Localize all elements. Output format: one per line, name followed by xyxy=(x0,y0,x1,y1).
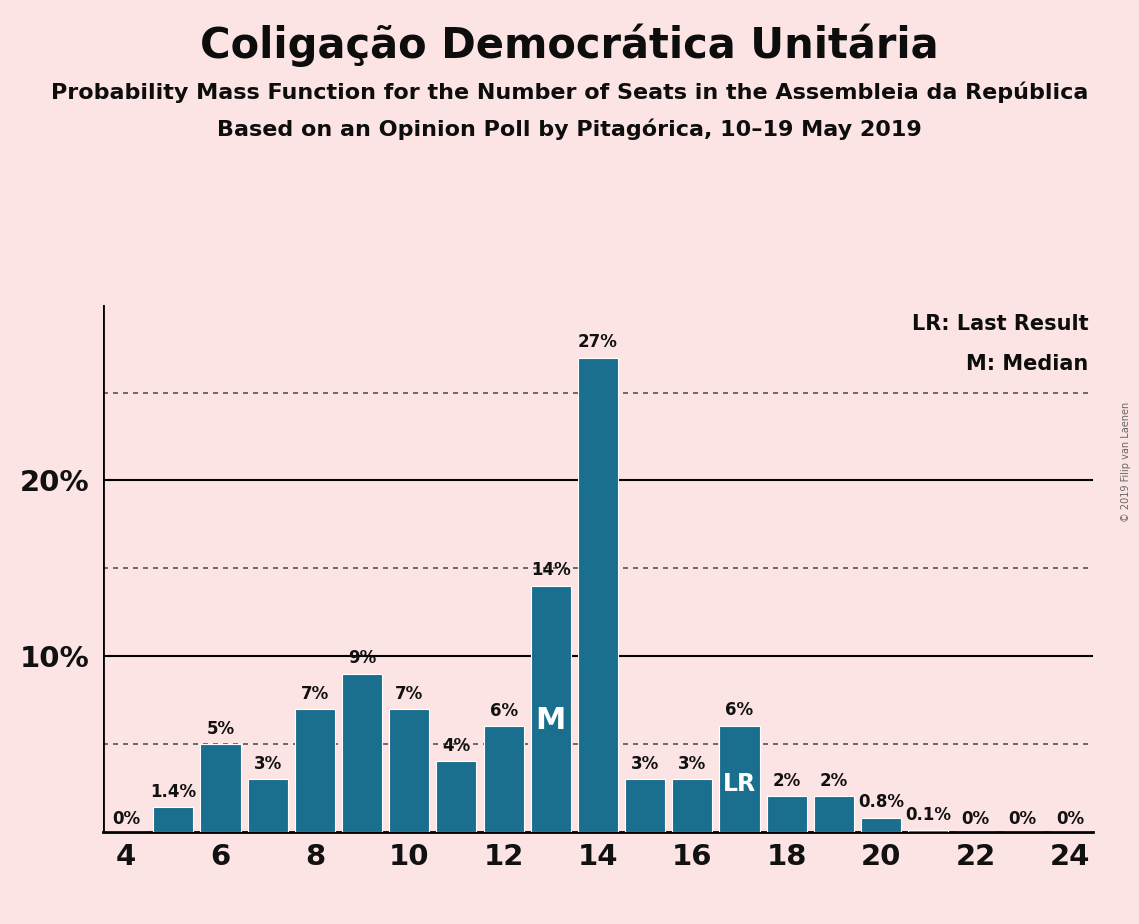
Text: 0%: 0% xyxy=(961,810,990,828)
Text: LR: Last Result: LR: Last Result xyxy=(912,314,1089,334)
Text: 1.4%: 1.4% xyxy=(150,783,196,801)
Text: 0%: 0% xyxy=(112,810,140,828)
Text: 6%: 6% xyxy=(726,701,754,719)
Text: Coligação Democrática Unitária: Coligação Democrática Unitária xyxy=(200,23,939,67)
Bar xyxy=(814,796,854,832)
Text: 14%: 14% xyxy=(531,561,571,578)
Text: LR: LR xyxy=(723,772,756,796)
Text: 2%: 2% xyxy=(772,772,801,790)
Text: 3%: 3% xyxy=(678,755,706,772)
Text: 6%: 6% xyxy=(490,702,517,720)
Text: 4%: 4% xyxy=(442,737,470,755)
Bar xyxy=(861,818,901,832)
Bar xyxy=(672,779,712,832)
Bar xyxy=(908,830,949,832)
Bar xyxy=(484,726,524,832)
Text: 9%: 9% xyxy=(347,650,376,667)
Text: 7%: 7% xyxy=(395,685,424,702)
Text: M: Median: M: Median xyxy=(967,354,1089,374)
Text: 2%: 2% xyxy=(820,772,849,790)
Text: 0.1%: 0.1% xyxy=(906,806,951,823)
Text: 3%: 3% xyxy=(254,755,281,772)
Text: © 2019 Filip van Laenen: © 2019 Filip van Laenen xyxy=(1121,402,1131,522)
Bar xyxy=(436,761,476,832)
Text: Probability Mass Function for the Number of Seats in the Assembleia da República: Probability Mass Function for the Number… xyxy=(51,81,1088,103)
Bar xyxy=(200,744,240,832)
Bar xyxy=(342,674,382,832)
Bar xyxy=(390,709,429,832)
Text: 7%: 7% xyxy=(301,685,329,702)
Bar xyxy=(154,807,194,832)
Text: 3%: 3% xyxy=(631,755,659,772)
Text: M: M xyxy=(535,707,566,736)
Text: 0%: 0% xyxy=(1056,810,1084,828)
Text: 0%: 0% xyxy=(1009,810,1036,828)
Bar xyxy=(625,779,665,832)
Text: 0.8%: 0.8% xyxy=(858,794,904,811)
Text: 5%: 5% xyxy=(206,720,235,737)
Bar xyxy=(577,358,618,832)
Bar xyxy=(295,709,335,832)
Bar xyxy=(767,796,806,832)
Bar xyxy=(247,779,288,832)
Text: Based on an Opinion Poll by Pitagórica, 10–19 May 2019: Based on an Opinion Poll by Pitagórica, … xyxy=(218,118,921,140)
Bar xyxy=(720,726,760,832)
Text: 27%: 27% xyxy=(577,334,618,351)
Bar xyxy=(531,586,571,832)
